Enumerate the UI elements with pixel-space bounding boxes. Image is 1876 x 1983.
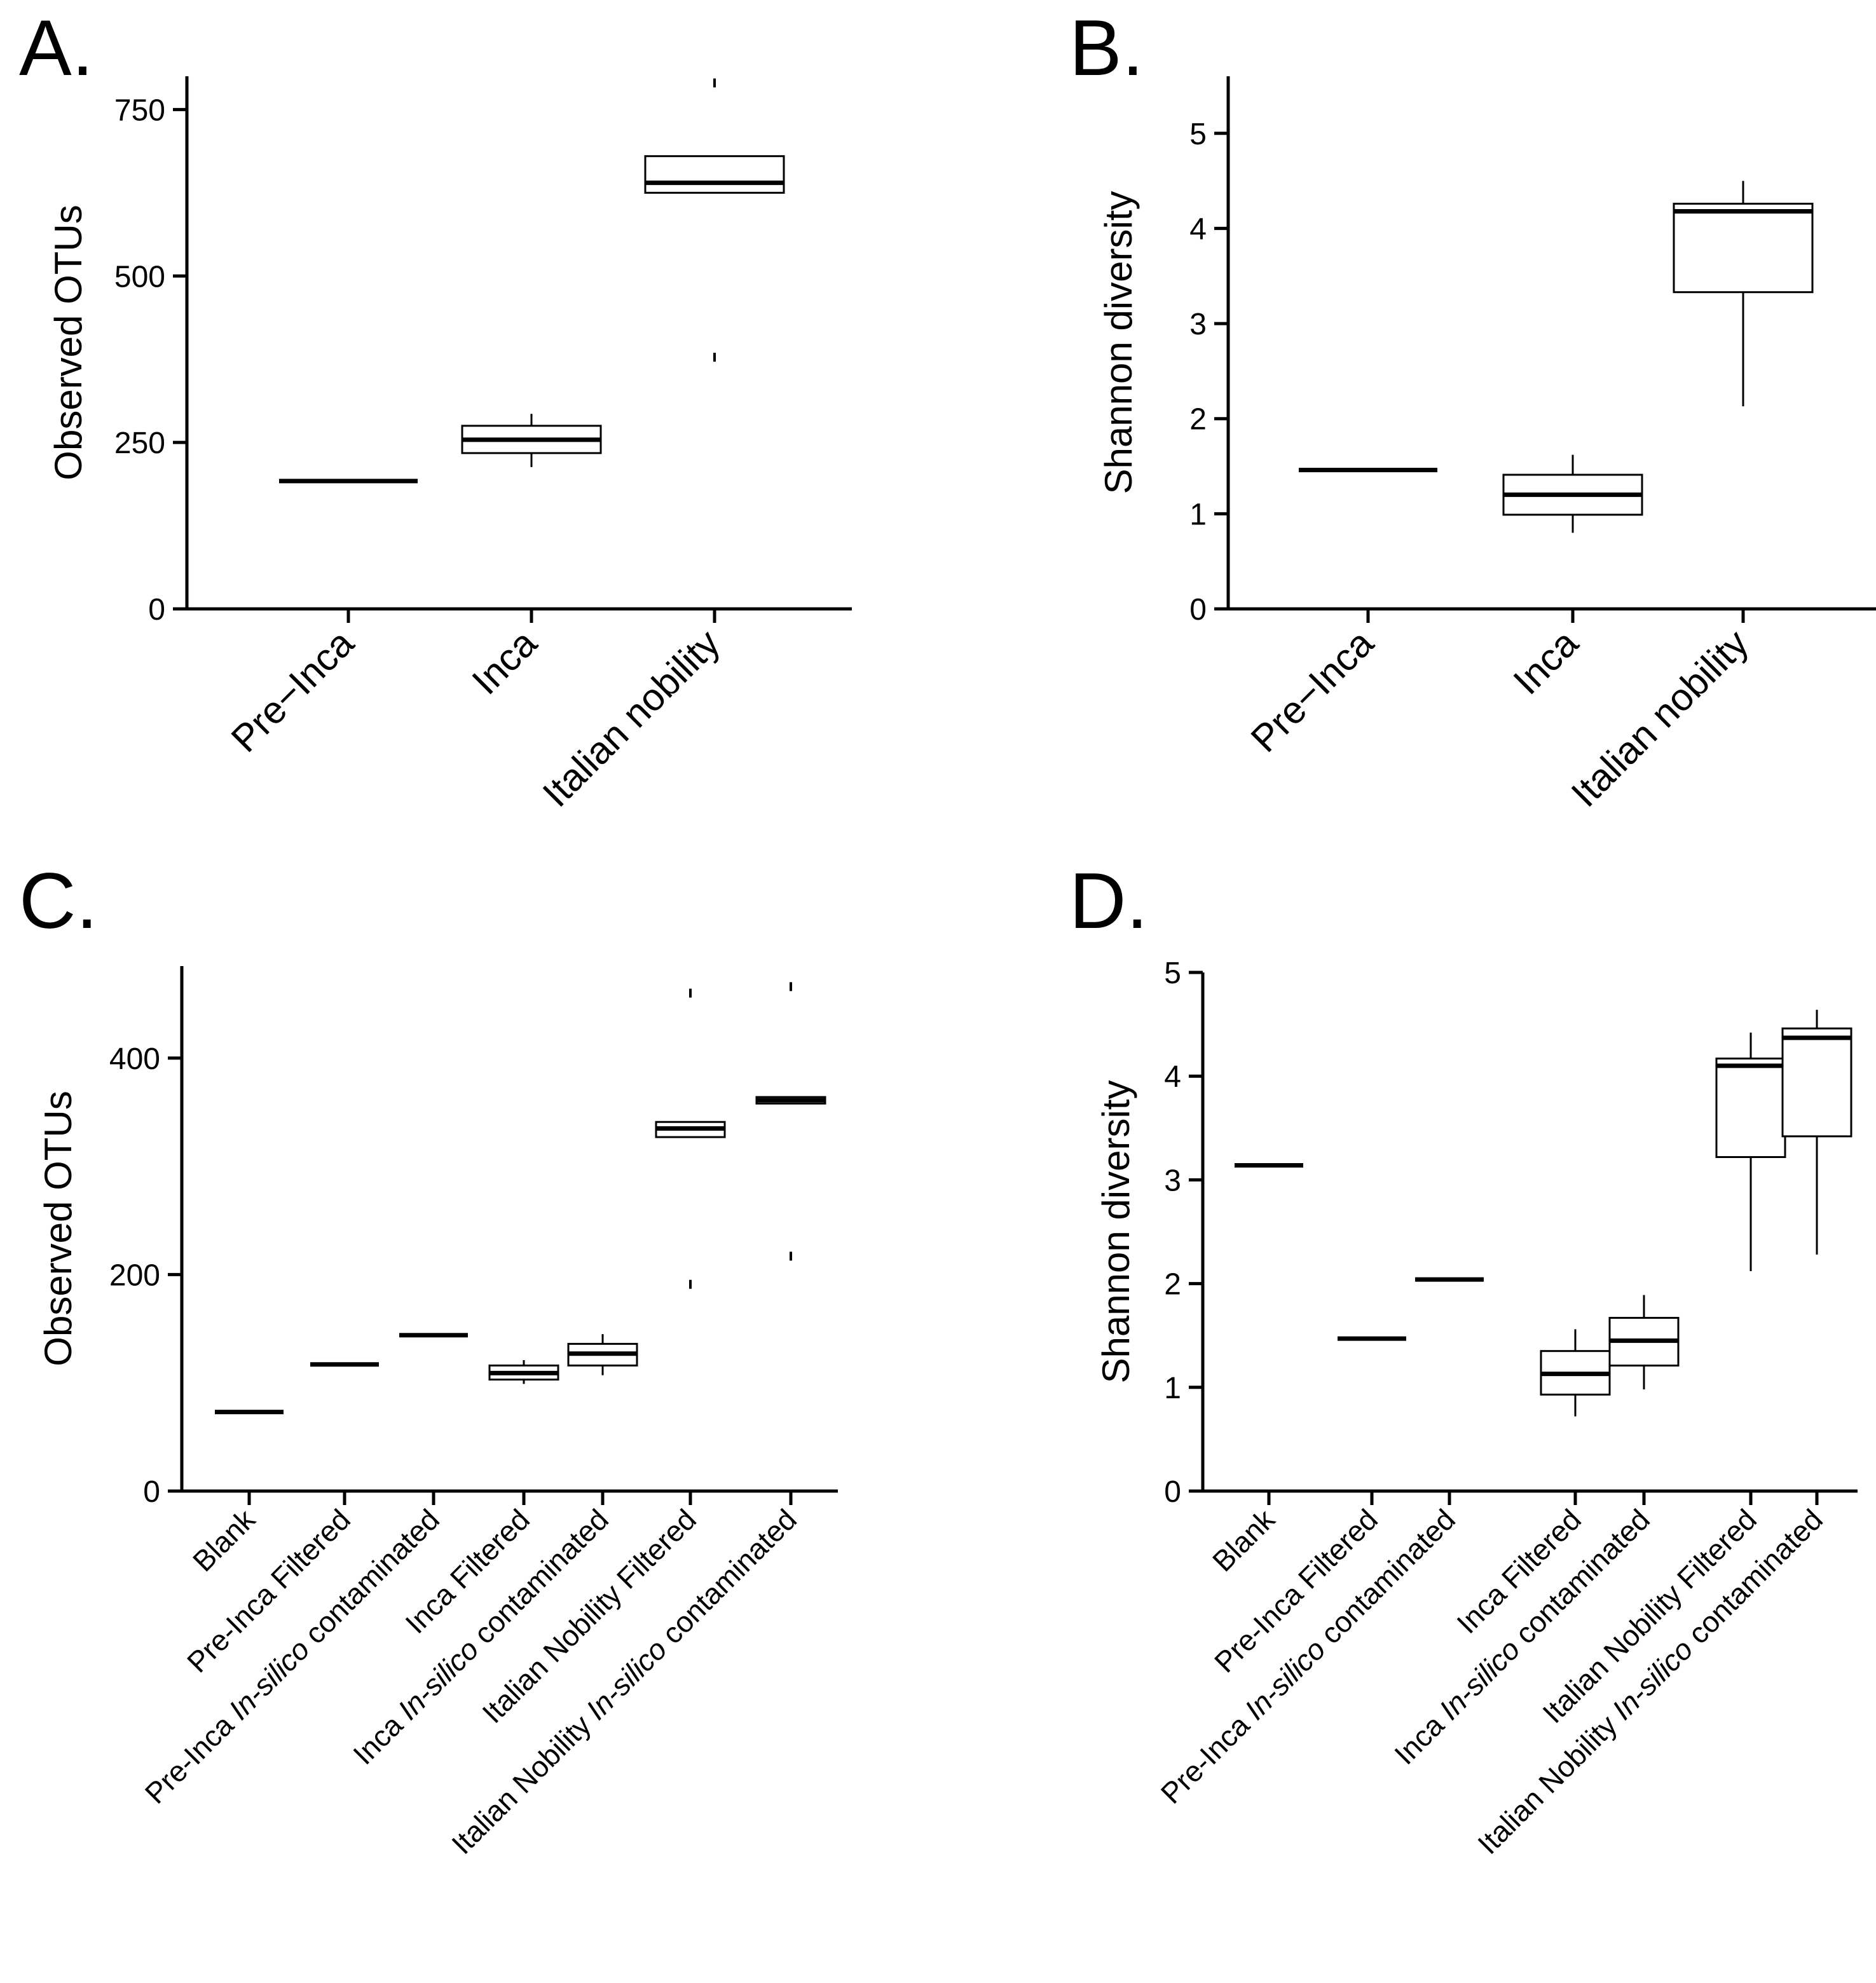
y-tick-label: 750 [114,93,165,127]
y-tick-label: 4 [1189,212,1207,246]
y-tick-label: 200 [109,1258,160,1292]
y-tick-label: 5 [1164,957,1181,990]
y-tick-label: 0 [1189,593,1207,627]
x-category-label: Pre−Inca [1243,621,1382,760]
box-iqr [1715,1057,1786,1158]
box-iqr [1781,1027,1852,1138]
y-axis-title: Observed OTUs [37,1091,79,1366]
x-category-label: Blank [186,1503,262,1578]
y-axis-title: Shannon diversity [1095,1080,1137,1384]
x-category-label-part: Blank [1206,1503,1282,1578]
x-category-label: Inca [464,621,545,702]
y-tick-label: 4 [1164,1060,1181,1094]
y-tick-label: 0 [1164,1475,1181,1509]
x-category-label-part: Italian Nobility [1471,1703,1629,1860]
y-axis-title: Observed OTUs [47,205,90,480]
x-category-label-part: Blank [186,1503,262,1578]
box-4 [1540,1329,1611,1417]
y-tick-label: 2 [1164,1268,1181,1302]
x-category-label: Italian nobility [1563,622,1756,815]
box-7 [755,982,826,1261]
y-tick-label: 3 [1189,308,1207,341]
x-category-label-part: Pre-Inca [139,1703,246,1810]
x-category-label: Pre-Inca Filtered [181,1503,357,1679]
box-iqr [1673,203,1814,294]
chart-panel-b: B. 0 1 2 3 4 5 Shannon diversity Pre−Inca IncaIta… [1069,4,1876,815]
box-3 [644,78,785,362]
y-axis-title: Shannon diversity [1097,191,1140,494]
y-tick-label: 5 [1189,118,1207,151]
box-iqr [644,155,785,194]
x-category-label: Blank [1206,1503,1282,1578]
x-category-label-part: Pre-Inca Filtered [181,1503,357,1679]
box-3 [1673,181,1814,407]
box-4 [488,1359,559,1384]
x-category-label-part: In-silico [1433,1633,1526,1726]
y-tick-label: 1 [1189,498,1207,531]
x-category-label: Pre−Inca [223,621,362,760]
box-6 [655,988,726,1289]
chart-panel-a: A. 0 250 500 750 Observed OTUs Pre−Inca IncaIta… [19,4,852,815]
box-2 [1502,454,1643,533]
panel-letter: C. [19,857,98,945]
y-tick-label: 250 [114,426,165,460]
y-tick-label: 0 [143,1475,160,1509]
x-category-label-part: In-silico [580,1633,673,1726]
box-2 [461,414,602,467]
box-5 [567,1334,638,1375]
x-category-label-part: In-silico [223,1633,316,1726]
x-category-label-part: Italian Nobility [445,1703,603,1860]
x-category-label: Italian nobility [535,622,728,815]
box-7 [1781,1009,1852,1255]
panel-letter: D. [1069,857,1148,945]
y-tick-label: 400 [109,1042,160,1076]
box-6 [1715,1032,1786,1272]
y-tick-label: 3 [1164,1164,1181,1197]
y-tick-label: 1 [1164,1372,1181,1405]
x-category-label: Inca [1505,621,1587,702]
box-5 [1608,1295,1680,1390]
x-category-label-part: Pre-Inca [1154,1703,1262,1810]
panel-letter: A. [19,4,93,92]
panel-letter: B. [1069,4,1144,92]
y-tick-label: 500 [114,260,165,294]
x-category-label-part: contaminated [1308,1503,1462,1656]
y-tick-label: 0 [148,593,165,627]
y-tick-label: 2 [1189,403,1207,437]
x-category-label-part: In-silico [392,1633,485,1726]
